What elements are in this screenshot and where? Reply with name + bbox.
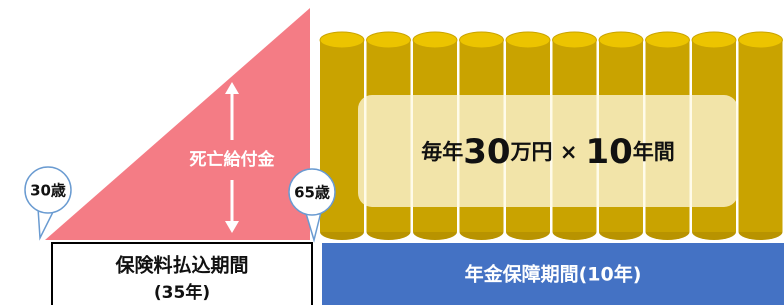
annuity-part: 毎年 <box>421 140 463 164</box>
coin-top <box>739 32 783 48</box>
pension-label: 年金保障期間(10年) <box>465 263 642 286</box>
death-benefit-label: 死亡給付金 <box>190 149 276 170</box>
coin-top <box>413 32 457 48</box>
coin-top <box>553 32 597 48</box>
coin-top <box>320 32 364 48</box>
coin-top <box>646 32 690 48</box>
annuity-part: 10 <box>585 132 632 172</box>
coin-top <box>692 32 736 48</box>
coin-top <box>367 32 411 48</box>
start-age: 30歳 <box>30 182 66 200</box>
annuity-part: 年間 <box>633 140 675 164</box>
coverage-triangle <box>45 8 310 240</box>
coin-top <box>506 32 550 48</box>
annuity-part: 万円 × <box>510 140 578 164</box>
annuity-part: 30 <box>463 132 510 172</box>
payment-title: 保険料払込期間 <box>114 254 248 277</box>
page: 毎年30万円 × 10年間 死亡給付金 30歳 65歳 保険料払込期間 (35年)… <box>0 0 784 305</box>
diagram: 毎年30万円 × 10年間 死亡給付金 30歳 65歳 保険料払込期間 (35年)… <box>0 0 784 305</box>
coin-top <box>460 32 504 48</box>
coin-stack <box>739 40 783 232</box>
end-age: 65歳 <box>294 184 330 202</box>
payment-years: (35年) <box>154 282 210 303</box>
coin-top <box>599 32 643 48</box>
